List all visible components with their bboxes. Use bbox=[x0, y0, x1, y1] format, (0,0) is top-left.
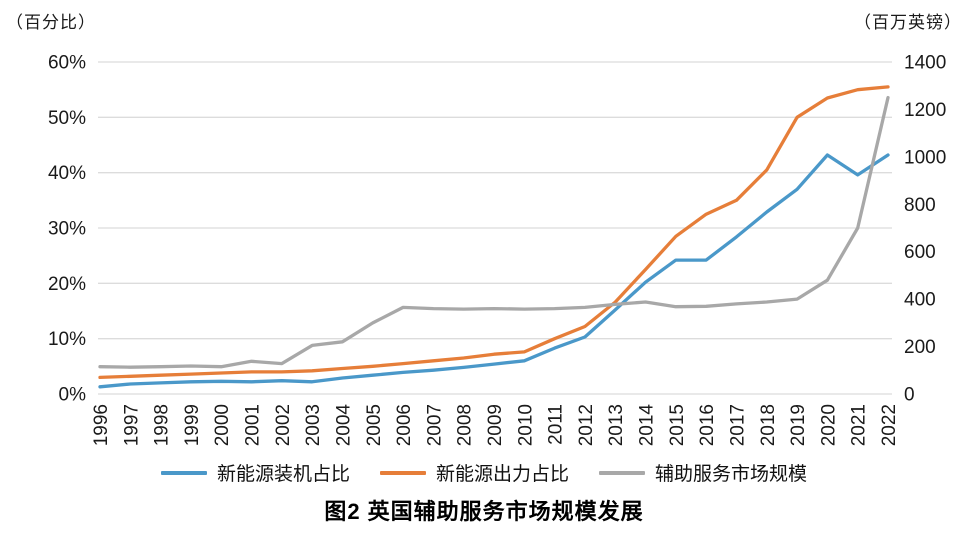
left-axis-tick-label: 10% bbox=[48, 329, 86, 350]
legend-label: 新能源出力占比 bbox=[435, 464, 569, 485]
figure-caption: 图2 英国辅助服务市场规模发展 bbox=[324, 499, 644, 524]
x-axis-year-label: 2007 bbox=[424, 404, 445, 446]
right-axis-tick-label: 1200 bbox=[904, 100, 946, 121]
right-axis-tick-label: 600 bbox=[904, 242, 936, 263]
x-axis-year-label: 1996 bbox=[91, 404, 112, 446]
series-line-new-energy-installed-capacity-share bbox=[98, 153, 890, 389]
x-axis-year-label: 2010 bbox=[515, 404, 536, 446]
legend-label: 新能源装机占比 bbox=[216, 464, 350, 485]
left-axis-tick-label: 0% bbox=[59, 385, 87, 406]
right-axis-tick-label: 0 bbox=[904, 385, 915, 406]
x-axis-year-label: 2020 bbox=[818, 404, 839, 446]
series-line-new-energy-output-share bbox=[98, 85, 890, 380]
right-axis-tick-label: 1000 bbox=[904, 147, 946, 168]
right-axis-tick-label: 200 bbox=[904, 337, 936, 358]
left-axis-tick-label: 40% bbox=[48, 163, 86, 184]
x-axis-year-label: 2022 bbox=[879, 404, 900, 446]
x-axis-year-label: 2016 bbox=[697, 404, 718, 446]
x-axis-year-label: 2013 bbox=[606, 404, 627, 446]
right-axis-tick-label: 800 bbox=[904, 195, 936, 216]
legend-swatch-blue-line bbox=[160, 470, 207, 475]
right-axis-tick-label: 1400 bbox=[904, 53, 946, 74]
legend-item-installed-capacity-share: 新能源装机占比 bbox=[160, 459, 350, 486]
x-axis-year-label: 1998 bbox=[152, 404, 173, 446]
x-axis-year-label: 2004 bbox=[333, 404, 354, 447]
x-axis-year-label: 1997 bbox=[121, 404, 142, 446]
x-axis-year-label: 2005 bbox=[364, 404, 385, 446]
x-axis-year-label: 2019 bbox=[788, 404, 809, 446]
right-axis-title: （百万英镑） bbox=[854, 13, 962, 32]
x-axis-year-label: 2002 bbox=[273, 404, 294, 446]
x-axis-year-label: 2001 bbox=[243, 404, 264, 446]
legend-item-output-share: 新能源出力占比 bbox=[379, 459, 569, 486]
left-axis-tick-label: 20% bbox=[48, 274, 86, 295]
x-axis-year-label: 1999 bbox=[182, 404, 203, 446]
x-axis-year-label: 2003 bbox=[303, 404, 324, 446]
legend-item-market-size: 辅助服务市场规模 bbox=[599, 459, 807, 486]
x-axis-year-label: 2015 bbox=[667, 404, 688, 446]
left-axis-tick-label: 50% bbox=[48, 108, 86, 129]
x-axis-year-label: 2006 bbox=[394, 404, 415, 446]
left-axis-tick-label: 60% bbox=[48, 53, 86, 74]
right-axis-tick-label: 400 bbox=[904, 290, 936, 311]
x-axis-year-label: 2011 bbox=[546, 404, 567, 445]
legend-swatch-orange-line bbox=[379, 470, 426, 475]
line-chart: 0% 10% 20% 30% 40% 50% 60% 0 200 400 600 800 1000 120… bbox=[48, 53, 946, 447]
x-axis-year-label: 2018 bbox=[758, 404, 779, 446]
series-line-ancillary-services-market-size bbox=[98, 95, 890, 369]
x-axis-year-label: 2017 bbox=[727, 404, 748, 446]
x-axis-year-label: 2008 bbox=[455, 404, 476, 446]
left-axis-tick-label: 30% bbox=[48, 219, 86, 240]
x-axis-year-label: 2014 bbox=[637, 404, 658, 447]
x-axis-year-label: 2012 bbox=[576, 404, 597, 446]
left-axis-title: （百分比） bbox=[6, 13, 96, 32]
x-axis-year-label: 2000 bbox=[212, 404, 233, 446]
x-axis-year-label: 2021 bbox=[849, 404, 870, 446]
x-axis-year-label: 2009 bbox=[485, 404, 506, 446]
legend-swatch-gray-line bbox=[599, 470, 645, 475]
chart-legend: 新能源装机占比 新能源出力占比 辅助服务市场规模 bbox=[0, 459, 968, 486]
legend-label: 辅助服务市场规模 bbox=[655, 464, 808, 485]
